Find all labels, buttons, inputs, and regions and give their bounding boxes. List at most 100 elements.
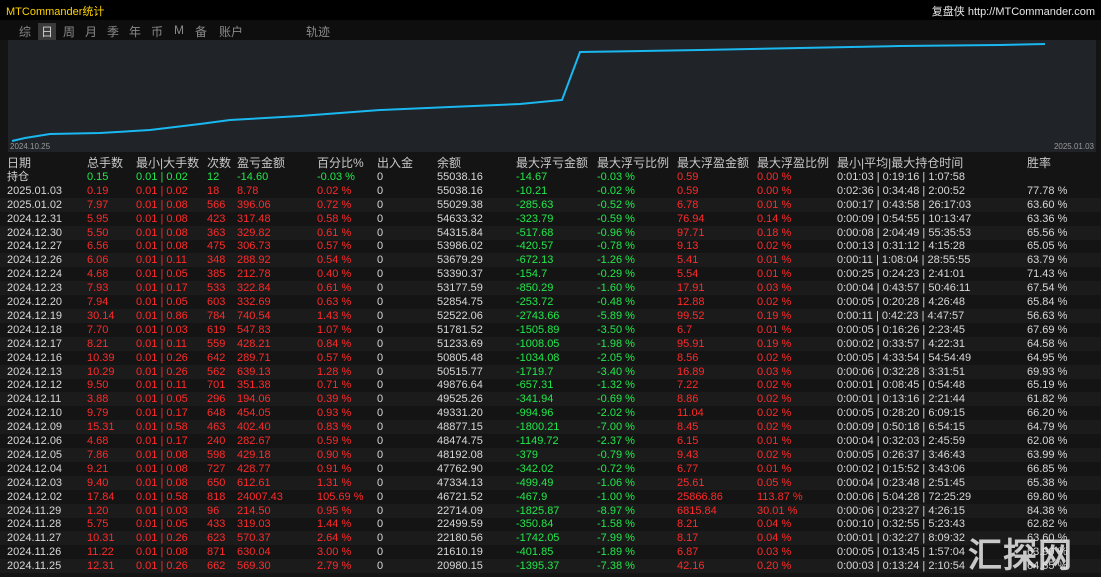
table-cell: -1.06 % bbox=[597, 476, 635, 489]
table-cell: -0.48 % bbox=[597, 296, 635, 308]
table-cell: 433 bbox=[207, 518, 226, 531]
table-cell: 2024.12.12 bbox=[7, 379, 63, 392]
table-cell: 2024.12.17 bbox=[7, 337, 63, 350]
table-cell: 6.7 bbox=[677, 323, 693, 336]
table-cell: 0:00:11 | 0:42:23 | 4:47:57 bbox=[837, 309, 965, 322]
holding-cell: -0.03 % bbox=[317, 170, 355, 183]
tab[interactable]: 备 bbox=[195, 25, 208, 39]
table-cell: 63.79 % bbox=[1027, 254, 1068, 267]
table-cell: 0:00:05 | 0:20:28 | 4:26:48 bbox=[837, 296, 966, 308]
table-cell: 6.77 bbox=[677, 462, 699, 475]
holding-cell: -14.60 bbox=[237, 170, 269, 183]
table-cell: -401.85 bbox=[516, 546, 554, 559]
table-cell: -1800.21 bbox=[516, 421, 560, 434]
table-cell: 0.91 % bbox=[317, 462, 352, 475]
table-cell: 212.78 bbox=[237, 268, 271, 281]
table-cell: 67.54 % bbox=[1027, 282, 1068, 295]
table-cell: -467.9 bbox=[516, 490, 548, 503]
table-cell: 569.30 bbox=[237, 560, 271, 573]
table-cell: 2024.12.02 bbox=[7, 490, 63, 503]
table-cell: 2024.11.27 bbox=[7, 532, 62, 545]
column-header: 次数 bbox=[207, 156, 232, 170]
window-title: MTCommander统计 bbox=[6, 6, 105, 18]
row-stripe bbox=[0, 336, 1101, 351]
table-cell: 0:00:17 | 0:43:58 | 26:17:03 bbox=[837, 198, 972, 211]
table-cell: 0:00:03 | 0:13:24 | 2:10:54 bbox=[837, 560, 966, 573]
table-cell: 5.41 bbox=[677, 254, 699, 267]
table-cell: 0.01 % bbox=[757, 268, 792, 281]
table-cell: 0.04 % bbox=[757, 518, 792, 531]
table-cell: 623 bbox=[207, 532, 226, 545]
table-cell: -2.05 % bbox=[597, 351, 635, 364]
table-cell: 348 bbox=[207, 254, 226, 267]
tab[interactable]: 账户 bbox=[219, 25, 244, 39]
tab[interactable]: 轨迹 bbox=[306, 25, 331, 39]
tab[interactable]: 综 bbox=[19, 25, 32, 39]
table-cell: 10.29 bbox=[87, 365, 115, 378]
table-cell: 363 bbox=[207, 226, 226, 239]
table-cell: 51233.69 bbox=[437, 337, 483, 350]
table-cell: 65.38 % bbox=[1027, 476, 1068, 489]
table-cell: 396.06 bbox=[237, 198, 271, 211]
tab[interactable]: 日 bbox=[38, 23, 57, 40]
table-cell: 0.20 % bbox=[757, 560, 792, 573]
table-cell: 0.02 % bbox=[757, 421, 792, 434]
tab[interactable]: 币 bbox=[151, 25, 164, 39]
table-cell: 62.08 % bbox=[1027, 435, 1068, 447]
table-cell: 99.52 bbox=[677, 309, 705, 322]
table-cell: 0 bbox=[377, 490, 384, 503]
table-cell: -7.99 % bbox=[597, 532, 635, 545]
table-cell: 0 bbox=[377, 546, 384, 559]
tab[interactable]: 月 bbox=[85, 25, 98, 39]
tab[interactable]: M bbox=[174, 23, 184, 37]
table-cell: 15.31 bbox=[87, 421, 115, 434]
table-cell: 0.40 % bbox=[317, 268, 352, 281]
table-cell: 0.04 % bbox=[757, 532, 792, 545]
table-cell: 559 bbox=[207, 337, 226, 350]
tab[interactable]: 季 bbox=[107, 25, 120, 39]
table-cell: 8.78 bbox=[237, 184, 259, 197]
table-cell: 0 bbox=[377, 393, 384, 406]
table-cell: 2024.12.06 bbox=[7, 435, 63, 447]
table-cell: 16.89 bbox=[677, 365, 705, 378]
tab[interactable]: 周 bbox=[63, 25, 76, 39]
table-cell: 0.01 | 0.11 bbox=[136, 254, 187, 267]
table-cell: 10.39 bbox=[87, 351, 115, 364]
table-cell: 12.88 bbox=[677, 296, 705, 308]
table-cell: 6.56 bbox=[87, 240, 109, 253]
row-stripe bbox=[0, 475, 1101, 490]
table-cell: 53679.29 bbox=[437, 254, 483, 267]
table-cell: -0.52 % bbox=[597, 198, 635, 211]
column-header: 最大浮亏比例 bbox=[597, 156, 670, 170]
brand-link[interactable]: 复盘侠 http://MTCommander.com bbox=[931, 6, 1095, 18]
table-cell: 0.01 | 0.03 bbox=[136, 504, 188, 517]
table-cell: 0:00:09 | 0:50:18 | 6:54:15 bbox=[837, 421, 966, 434]
table-cell: 0:00:05 | 0:16:26 | 2:23:45 bbox=[837, 323, 966, 336]
table-cell: 0.01 | 0.08 bbox=[136, 240, 188, 253]
table-cell: 423 bbox=[207, 212, 226, 225]
holding-cell: 55038.16 bbox=[437, 170, 483, 183]
table-cell: 46721.52 bbox=[437, 490, 483, 503]
table-cell: 0:00:02 | 0:15:52 | 3:43:06 bbox=[837, 462, 966, 475]
column-header: 胜率 bbox=[1027, 156, 1052, 170]
table-cell: -3.40 % bbox=[597, 365, 635, 378]
table-cell: 0.02 % bbox=[757, 407, 792, 420]
holding-cell: 0.15 bbox=[87, 170, 109, 183]
table-cell: -1.98 % bbox=[597, 337, 635, 350]
table-cell: 0 bbox=[377, 282, 384, 295]
table-cell: 25866.86 bbox=[677, 490, 723, 503]
table-cell: 547.83 bbox=[237, 323, 271, 336]
table-cell: 648 bbox=[207, 407, 226, 420]
table-cell: 9.13 bbox=[677, 240, 699, 253]
column-header: 总手数 bbox=[87, 156, 124, 170]
tab[interactable]: 年 bbox=[129, 25, 142, 39]
table-cell: 3.00 % bbox=[317, 546, 352, 559]
table-cell: 642 bbox=[207, 351, 226, 364]
table-cell: -285.63 bbox=[516, 198, 554, 211]
table-cell: 53177.59 bbox=[437, 282, 483, 295]
table-cell: 5.54 bbox=[677, 268, 699, 281]
table-cell: 63.60 % bbox=[1027, 198, 1068, 211]
table-cell: 0.01 | 0.58 bbox=[136, 421, 188, 434]
table-cell: 0 bbox=[377, 518, 384, 531]
table-cell: 8.45 bbox=[677, 421, 699, 434]
